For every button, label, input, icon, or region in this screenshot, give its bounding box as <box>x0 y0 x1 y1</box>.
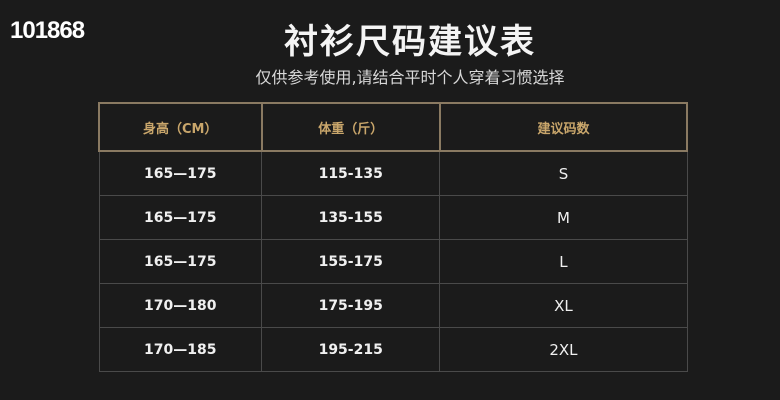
header-weight: 体重（斤） <box>260 102 441 152</box>
corner-label: 101868 <box>10 17 85 44</box>
cell-size: XL <box>439 283 688 328</box>
cell-size: L <box>439 239 688 284</box>
cell-size: M <box>439 195 688 240</box>
cell-height: 165—175 <box>98 151 263 196</box>
cell-height: 165—175 <box>98 239 263 284</box>
cell-size: S <box>439 151 688 196</box>
cell-height: 170—185 <box>98 327 263 372</box>
page-title: 衬衫尺码建议表 <box>284 22 536 62</box>
cell-weight: 115-135 <box>261 151 441 196</box>
table-row: 165—175 115-135 S <box>98 151 688 196</box>
table-row: 170—180 175-195 XL <box>98 283 688 328</box>
table-row: 170—185 195-215 2XL <box>98 327 688 372</box>
cell-size: 2XL <box>439 327 688 372</box>
cell-weight: 135-155 <box>261 195 441 240</box>
table-header-row: 身高（CM） 体重（斤） 建议码数 <box>98 102 689 152</box>
cell-weight: 155-175 <box>261 239 441 284</box>
header-height: 身高（CM） <box>98 102 263 152</box>
header-size: 建议码数 <box>438 102 689 152</box>
cell-height: 170—180 <box>98 283 263 328</box>
table-row: 165—175 135-155 M <box>98 195 688 240</box>
page-subtitle: 仅供参考使用,请结合平时个人穿着习惯选择 <box>255 68 565 87</box>
cell-weight: 175-195 <box>261 283 441 328</box>
cell-height: 165—175 <box>98 195 263 240</box>
cell-weight: 195-215 <box>261 327 441 372</box>
table-row: 165—175 155-175 L <box>98 239 688 284</box>
size-table: 身高（CM） 体重（斤） 建议码数 165—175 115-135 S 165—… <box>98 102 689 372</box>
